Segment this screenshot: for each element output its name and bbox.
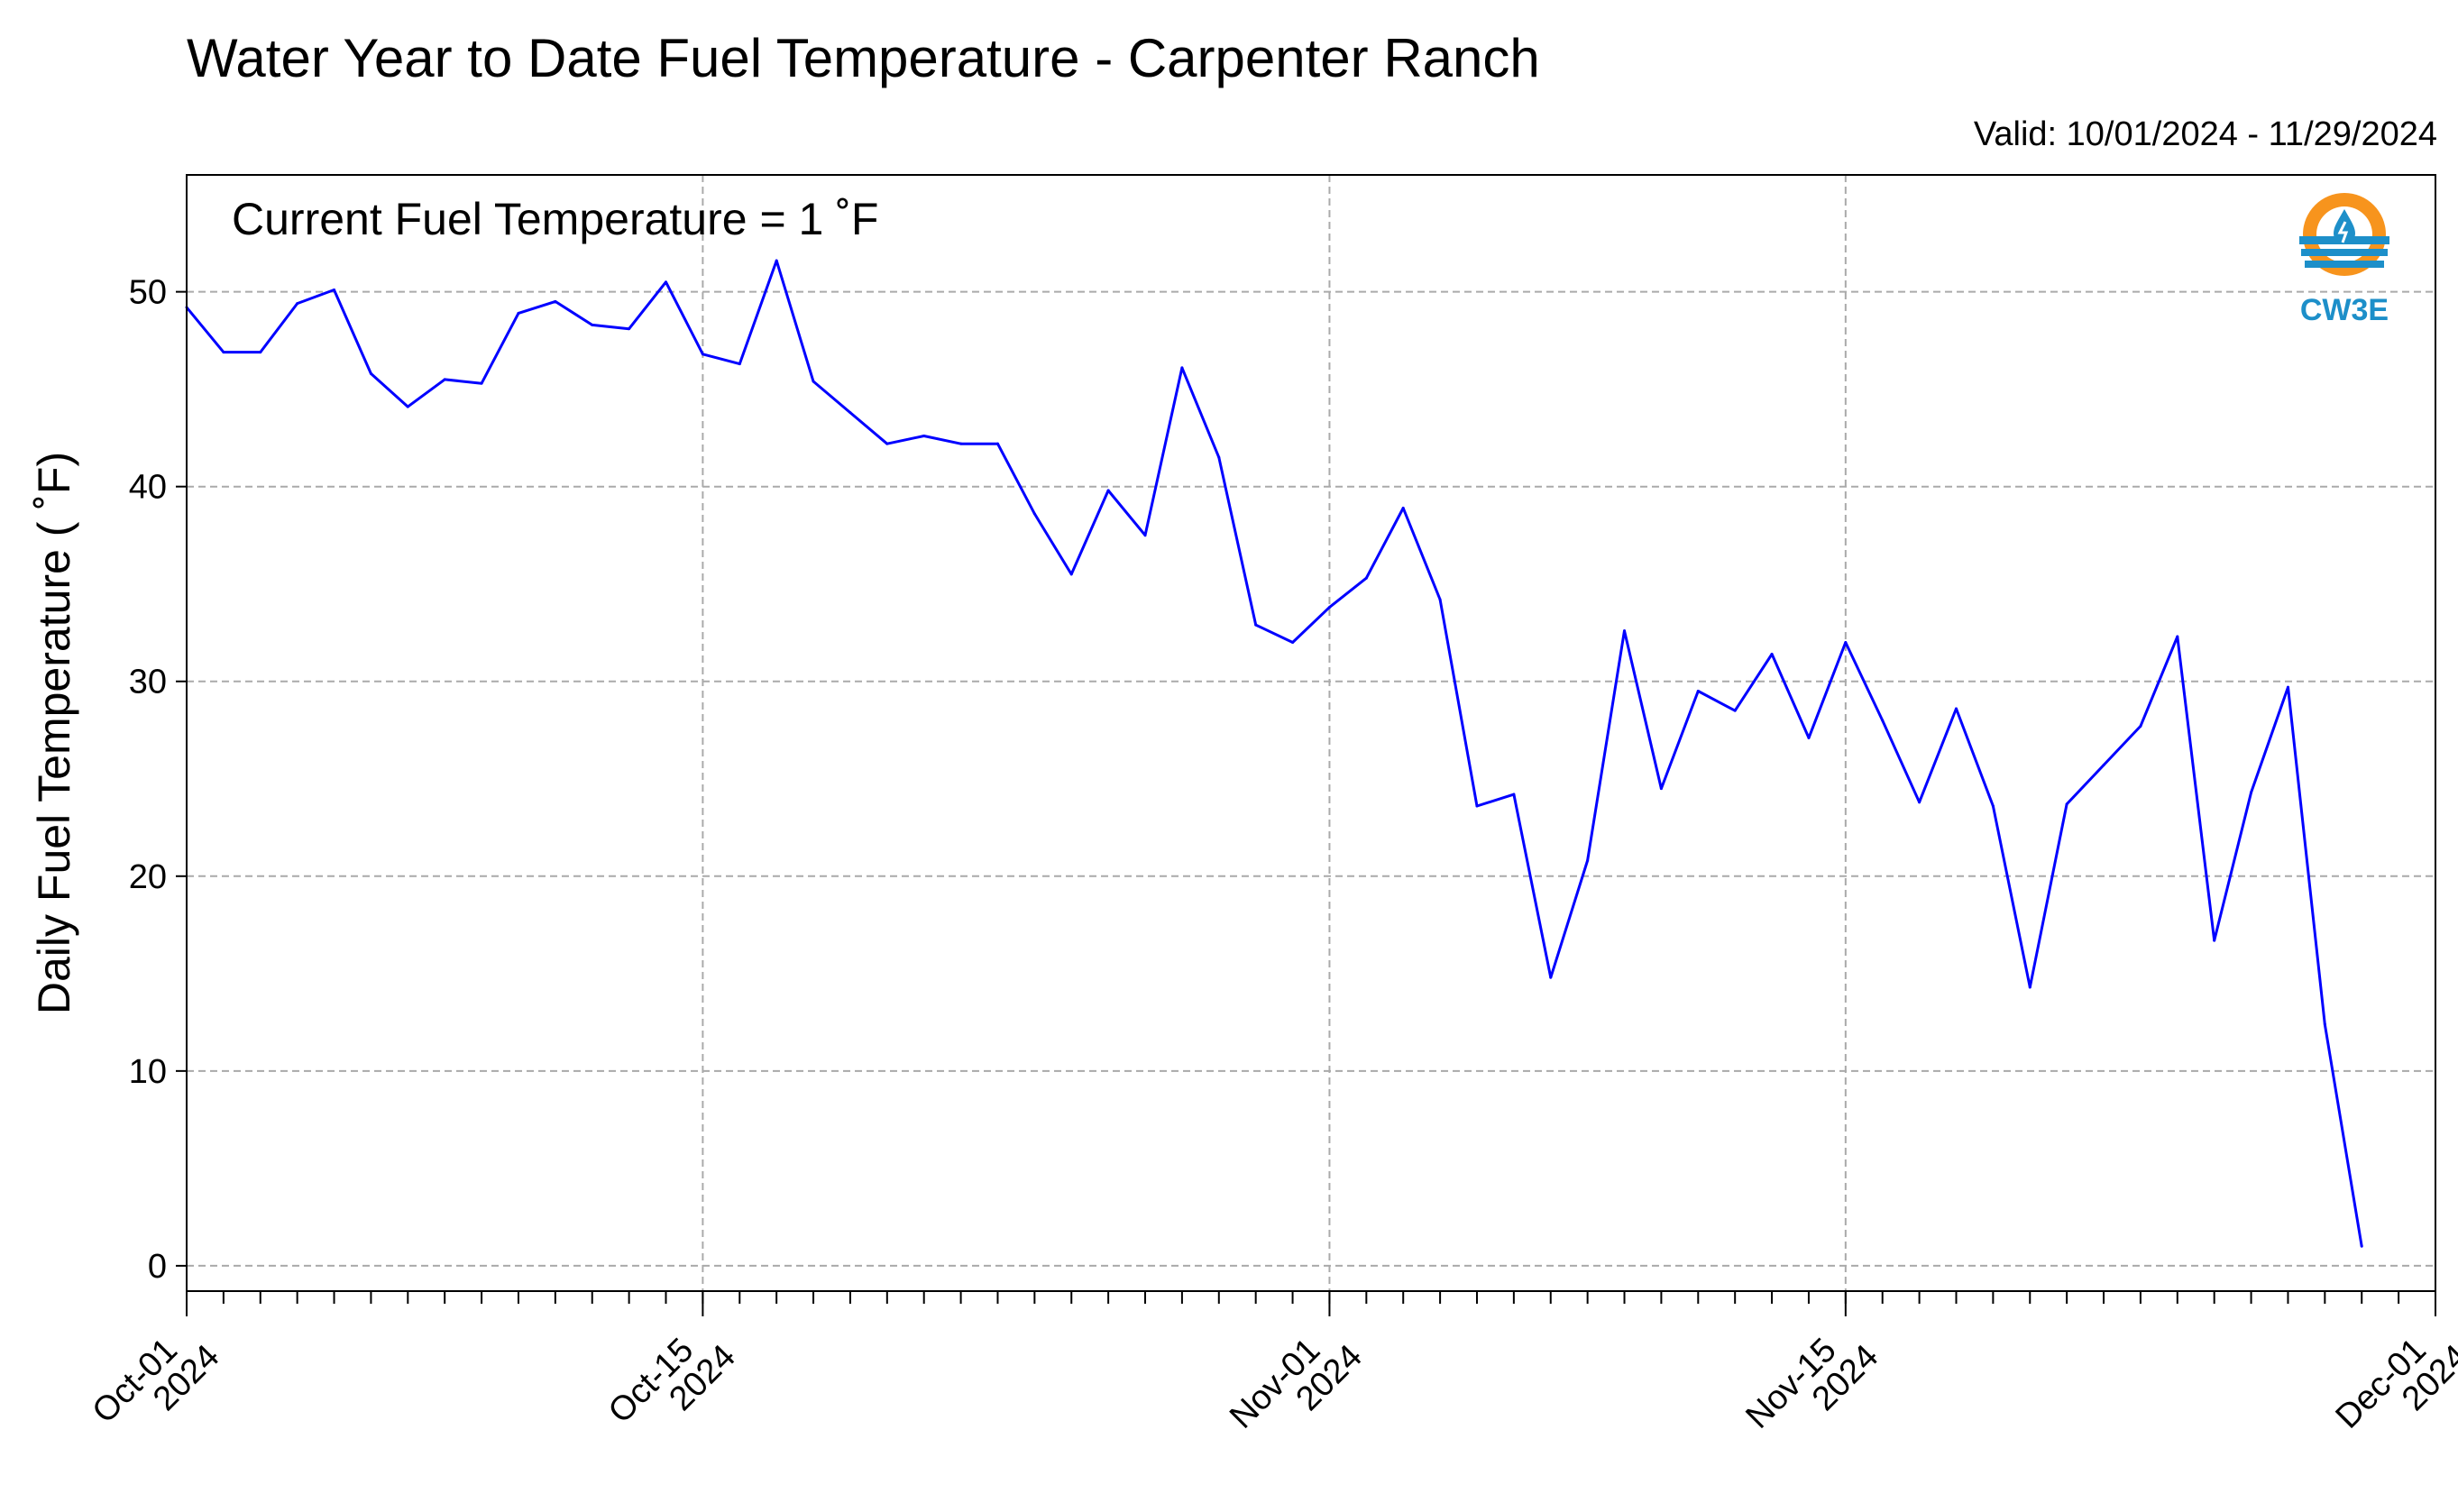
data-point [1807,736,1811,739]
data-point [1770,652,1774,655]
data-point [1106,489,1110,492]
data-point [1217,455,1221,459]
data-point [1032,512,1036,516]
data-point [2176,635,2179,638]
plot-frame [186,174,2436,1292]
data-point [1291,641,1295,645]
data-point [812,380,815,383]
data-point [2286,685,2289,689]
data-point [1991,804,1995,808]
data-point [2360,1244,2363,1248]
data-point [296,302,299,306]
cw3e-logo-icon: CW3E [2299,193,2389,327]
data-point [591,323,594,326]
data-point [259,351,262,354]
data-point [1881,719,1885,722]
data-point [1844,641,1848,645]
data-point [2102,764,2105,767]
data-point [1475,804,1479,808]
y-tick-label: 0 [148,1248,167,1286]
data-point [1954,707,1958,710]
series-points [185,259,2363,1248]
data-point [554,299,557,303]
data-point [922,435,926,438]
data-point [1696,690,1700,693]
chart-title: Water Year to Date Fuel Temperature - Ca… [187,28,1540,88]
y-axis-label: Daily Fuel Temperature ( ˚F) [29,452,79,1014]
y-tick-label: 20 [129,858,167,896]
data-point [959,442,963,445]
y-tick-label: 30 [129,664,167,701]
data-point [628,327,631,331]
data-point [1364,576,1368,580]
data-point [406,405,409,408]
data-point [1254,623,1258,627]
series-line [185,259,2363,1247]
data-point [222,351,225,354]
data-point [995,442,999,445]
data-point [1143,534,1147,537]
data-point [480,381,483,385]
logo-text: CW3E [2300,293,2389,327]
data-point [775,259,778,262]
current-fuel-temperature: Current Fuel Temperature = 1 ˚F [232,194,878,244]
data-point [1512,793,1516,796]
data-point [848,411,852,415]
data-point [1327,606,1331,609]
data-point [1659,787,1663,791]
data-point [1549,976,1553,979]
data-point [665,280,668,284]
y-axis: 0 10 20 30 40 50 [129,274,187,1286]
data-point [1918,801,1921,804]
y-tick-label: 50 [129,274,167,312]
data-point [2250,791,2253,794]
data-point [517,311,520,315]
y-tick-label: 10 [129,1053,167,1091]
data-point [2065,802,2068,806]
data-point [701,353,704,356]
data-point [333,288,336,291]
data-point [1401,506,1405,509]
data-point [1069,573,1073,576]
grid [186,175,2436,1291]
data-point [885,442,889,445]
data-point [2028,985,2032,989]
data-point [369,371,372,375]
y-tick-label: 40 [129,469,167,507]
data-point [1623,629,1627,633]
data-point [2213,939,2216,942]
data-point [443,378,446,381]
data-point [1586,859,1590,863]
data-point [2323,1022,2326,1026]
data-point [1180,366,1184,370]
data-point [2139,724,2142,728]
data-point [738,362,741,366]
data-point [1438,598,1442,601]
valid-date-range: Valid: 10/01/2024 - 11/29/2024 [1974,115,2437,153]
data-point [1733,709,1737,712]
